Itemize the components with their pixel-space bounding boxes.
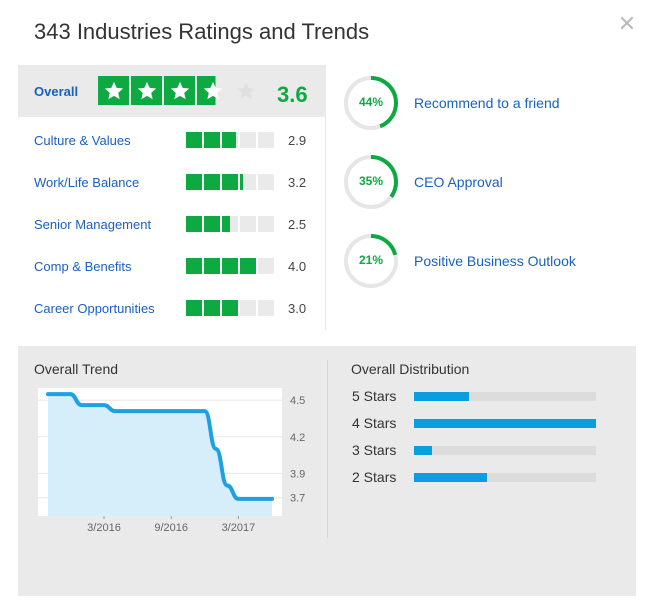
distribution-row[interactable]: 3 Stars — [352, 440, 602, 460]
stat-label[interactable]: CEO Approval — [414, 174, 503, 190]
rating-label[interactable]: Career Opportunities — [34, 301, 155, 316]
overall-rating-row: Overall 3.6 — [18, 65, 326, 117]
close-icon[interactable]: ✕ — [617, 11, 637, 36]
rating-bar — [186, 216, 274, 232]
stat-label[interactable]: Recommend to a friend — [414, 95, 560, 111]
distribution-bar — [414, 446, 596, 455]
star-icon — [131, 76, 162, 105]
star-icon — [164, 76, 195, 105]
ratings-panel: Overall 3.6 Culture & Values 2.9 Work/Life… — [18, 65, 326, 330]
trend-y-tick-label: 4.2 — [290, 432, 305, 444]
distribution-label: 3 Stars — [352, 442, 397, 458]
rating-label[interactable]: Culture & Values — [34, 133, 131, 148]
progress-ring — [344, 155, 398, 209]
progress-ring — [344, 76, 398, 130]
progress-arc — [344, 155, 398, 209]
star-icon — [98, 76, 129, 105]
distribution-row[interactable]: 5 Stars — [352, 386, 602, 406]
page-title: 343 Industries Ratings and Trends — [34, 19, 370, 44]
rating-row: Senior Management 2.5 — [18, 213, 326, 237]
rating-bar — [186, 258, 274, 274]
distribution-bar — [414, 473, 596, 482]
trend-x-tick-label: 3/2017 — [222, 522, 256, 534]
trend-y-tick-label: 4.5 — [290, 395, 305, 407]
rating-row: Culture & Values 2.9 — [18, 129, 326, 153]
overall-value: 3.6 — [277, 82, 308, 107]
progress-ring — [344, 234, 398, 288]
trend-line — [46, 392, 274, 501]
distribution-title: Overall Distribution — [351, 361, 470, 377]
rating-row: Work/Life Balance 3.2 — [18, 171, 326, 195]
stat-label[interactable]: Positive Business Outlook — [414, 253, 576, 269]
distribution-bar-fill — [414, 392, 469, 401]
rating-value: 2.5 — [288, 217, 307, 232]
stat-percent: 21% — [358, 253, 384, 267]
stat-percent: 35% — [358, 174, 384, 188]
rating-bar — [186, 132, 274, 148]
panel-divider — [327, 360, 328, 538]
business-outlook-stat: 21% Positive Business Outlook — [343, 233, 643, 289]
distribution-label: 2 Stars — [352, 469, 397, 485]
distribution-bar-fill — [414, 446, 433, 455]
distribution-bar — [414, 419, 596, 428]
rating-row: Comp & Benefits 4.0 — [18, 255, 326, 279]
star-icon — [197, 76, 228, 105]
rating-value: 3.0 — [288, 301, 307, 316]
ceo-approval-stat: 35% CEO Approval — [343, 154, 643, 210]
trends-panel: Overall Trend 4.5 4.2 3.9 3.7 3/2016 9/2016 3/… — [18, 346, 636, 596]
trend-y-tick-label: 3.9 — [290, 468, 305, 480]
rating-row: Career Opportunities 3.0 — [18, 297, 326, 321]
recommend-stat: 44% Recommend to a friend — [343, 75, 643, 131]
rating-value: 2.9 — [288, 133, 307, 148]
rating-bar — [186, 174, 274, 190]
trend-x-tick-label: 3/2016 — [87, 522, 121, 534]
rating-label[interactable]: Senior Management — [34, 217, 152, 232]
distribution-label: 5 Stars — [352, 388, 397, 404]
rating-value: 3.2 — [288, 175, 307, 190]
trend-chart: 4.5 4.2 3.9 3.7 3/2016 9/2016 3/2017 — [38, 388, 305, 534]
distribution-row[interactable]: 4 Stars — [352, 413, 602, 433]
rating-label[interactable]: Work/Life Balance — [34, 175, 140, 190]
progress-arc — [344, 234, 398, 288]
distribution-bar-fill — [414, 473, 487, 482]
trend-y-tick-label: 3.7 — [290, 493, 305, 505]
progress-arc — [344, 76, 398, 130]
rating-value: 4.0 — [288, 259, 307, 274]
rating-bar — [186, 300, 274, 316]
trend-area — [48, 394, 272, 516]
star-icon — [230, 76, 261, 105]
overall-stars — [98, 76, 261, 105]
stat-percent: 44% — [358, 95, 384, 109]
trend-title: Overall Trend — [34, 361, 119, 377]
rating-label[interactable]: Comp & Benefits — [34, 259, 132, 274]
distribution-label: 4 Stars — [352, 415, 397, 431]
overall-label[interactable]: Overall — [34, 84, 79, 99]
distribution-row[interactable]: 2 Stars — [352, 467, 602, 487]
distribution-bar — [414, 392, 596, 401]
trend-x-tick-label: 9/2016 — [154, 522, 188, 534]
distribution-bar-fill — [414, 419, 596, 428]
